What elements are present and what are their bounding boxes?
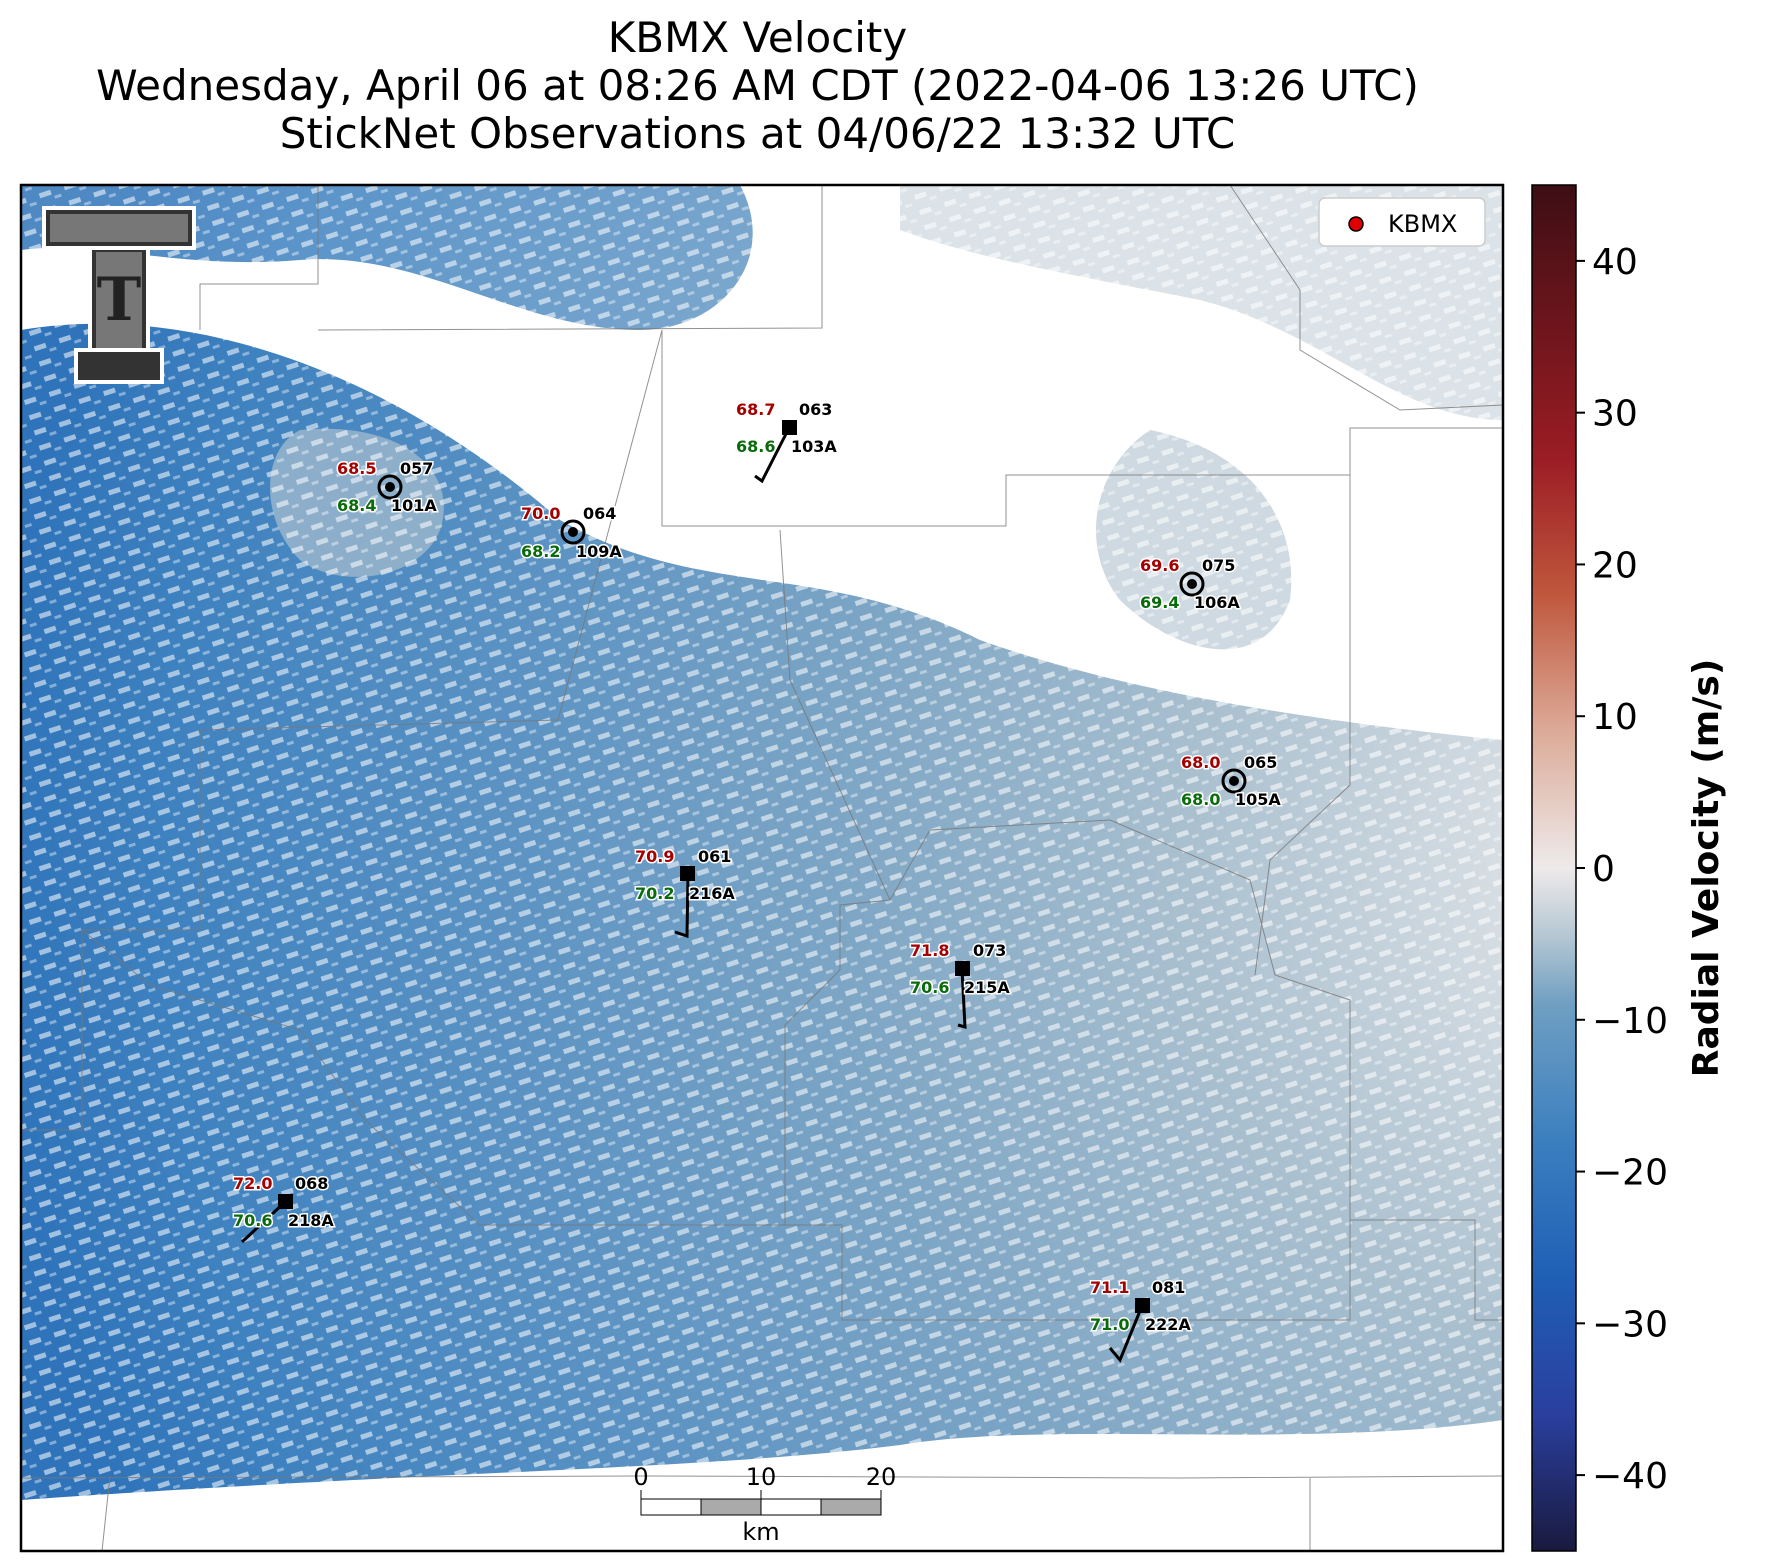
station-dewpoint: 68.4 [337,496,376,515]
county-boundaries [21,185,1503,1551]
wind-barb-icon [1108,1305,1144,1363]
station-temperature: 70.9 [635,847,674,866]
station-probe-id: 106A [1194,593,1240,612]
station-probe-id: 222A [1145,1315,1191,1334]
texas-tech-logo: T [42,206,196,384]
station-plot: 71.1 081 71.0 222A [1089,1277,1193,1363]
station-dewpoint: 68.6 [736,437,775,456]
logo-letter: T [97,265,142,335]
scale-label-20: 20 [866,1463,897,1491]
colorbar-ticks: 40 30 20 10 0 −10 −20 −30 −40 [1576,242,1668,1497]
legend-marker-icon [1348,216,1364,232]
station-plot: 68.5 057 68.4 101A [336,458,439,517]
wind-barb-icon [240,1200,287,1244]
station-plot: 70.0 064 68.2 109A [520,503,624,563]
station-number: 081 [1152,1278,1185,1297]
title-block: KBMX Velocity Wednesday, April 06 at 08:… [0,14,1515,158]
station-plot: 70.9 061 70.2 216A [634,846,737,939]
colorbar-label: Radial Velocity (m/s) [1686,659,1727,1078]
station-temperature: 69.6 [1140,556,1179,575]
station-temperature: 71.8 [910,941,949,960]
station-dewpoint: 70.6 [910,978,949,997]
station-dewpoint: 70.6 [233,1211,272,1230]
legend: KBMX [1318,197,1486,247]
title-line-3: StickNet Observations at 04/06/22 13:32 … [279,109,1236,158]
station-dewpoint: 68.2 [521,542,560,561]
scale-label-0: 0 [633,1463,648,1491]
colorbar-gradient [1531,184,1577,1552]
calm-wind-icon [1221,768,1247,794]
colorbar-tick-label: 10 [1592,697,1638,738]
wind-barb-icon [674,873,690,939]
station-plot: 68.0 065 68.0 105A [1180,752,1283,811]
station-probe-id: 105A [1235,790,1281,809]
title-line-1: KBMX Velocity [607,13,908,62]
station-dewpoint: 71.0 [1090,1315,1129,1334]
map-frame [19,183,1505,1553]
colorbar-tick-label: 20 [1592,545,1638,586]
wind-barb-icon [754,427,791,484]
colorbar-tick-label: −20 [1592,1153,1668,1194]
station-dewpoint: 68.0 [1181,790,1220,809]
station-temperature: 71.1 [1090,1278,1129,1297]
calm-wind-icon [560,519,586,545]
station-number: 064 [583,504,616,523]
scale-unit: km [742,1518,779,1546]
station-probe-id: 218A [288,1211,334,1230]
colorbar-tick-label: −10 [1592,1001,1668,1042]
calm-wind-icon [1179,571,1205,597]
colorbar-tick-label: −30 [1592,1304,1668,1345]
station-plots: 68.5 057 68.4 101A 70.0 064 68.2 109A 68… [232,399,1283,1363]
station-number: 063 [799,400,832,419]
station-number: 065 [1244,753,1277,772]
colorbar-tick-label: 40 [1592,242,1638,283]
station-probe-id: 216A [689,884,735,903]
legend-label: KBMX [1388,210,1457,238]
station-probe-id: 103A [791,437,837,456]
colorbar: 40 30 20 10 0 −10 −20 −30 −40 Radial Velocity (m… [1531,184,1727,1552]
station-probe-id: 101A [391,496,437,515]
title-line-2: Wednesday, April 06 at 08:26 AM CDT (202… [96,61,1419,110]
station-temperature: 68.0 [1181,753,1220,772]
station-plot: 72.0 068 70.6 218A [232,1173,336,1244]
station-number: 073 [973,941,1006,960]
colorbar-tick-label: 0 [1592,849,1615,890]
station-number: 068 [295,1174,328,1193]
station-number: 075 [1202,556,1235,575]
station-temperature: 72.0 [233,1174,272,1193]
station-number: 057 [400,459,433,478]
station-temperature: 70.0 [521,504,560,523]
scale-label-10: 10 [746,1463,777,1491]
station-number: 061 [698,847,731,866]
colorbar-tick-label: −40 [1592,1456,1668,1497]
station-temperature: 68.5 [337,459,376,478]
scale-bar: 0 10 20 km [633,1463,896,1546]
colorbar-tick-label: 30 [1592,394,1638,435]
station-dewpoint: 70.2 [635,884,674,903]
station-plot: 69.6 075 69.4 106A [1139,555,1242,614]
radar-velocity-field [21,185,1503,1551]
station-plot: 71.8 073 70.6 215A [909,940,1012,1030]
station-probe-id: 109A [576,542,622,561]
wind-barb-icon [957,968,967,1030]
station-temperature: 68.7 [736,400,775,419]
calm-wind-icon [377,474,403,500]
station-dewpoint: 69.4 [1140,593,1179,612]
station-plot: 68.7 063 68.6 103A [735,399,839,484]
station-probe-id: 215A [964,978,1010,997]
